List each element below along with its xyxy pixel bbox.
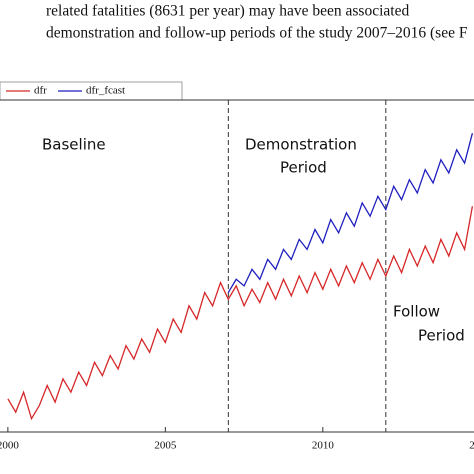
annotation: Baseline xyxy=(42,136,106,154)
annotation: Demonstration xyxy=(245,136,357,154)
legend-label: dfr xyxy=(34,85,47,97)
legend-label: dfr_fcast xyxy=(86,85,125,97)
text-line: demonstration and follow-up periods of t… xyxy=(46,25,468,42)
x-tick-label: 2010 xyxy=(312,440,335,452)
annotation: Period xyxy=(418,327,465,345)
x-tick-label: 2000 xyxy=(0,440,19,452)
x-tick-label: 2005 xyxy=(154,440,177,452)
series-line xyxy=(7,206,474,421)
plot: 2000 2005 2010 2015 Baseline Demonstration Per… xyxy=(0,99,474,452)
series-line xyxy=(227,133,474,293)
x-tick-label: 2015 xyxy=(469,440,474,452)
annotation: Period xyxy=(280,159,327,177)
annotation: Follow xyxy=(393,303,440,321)
text-line: related fatalities (8631 per year) may h… xyxy=(46,3,409,20)
